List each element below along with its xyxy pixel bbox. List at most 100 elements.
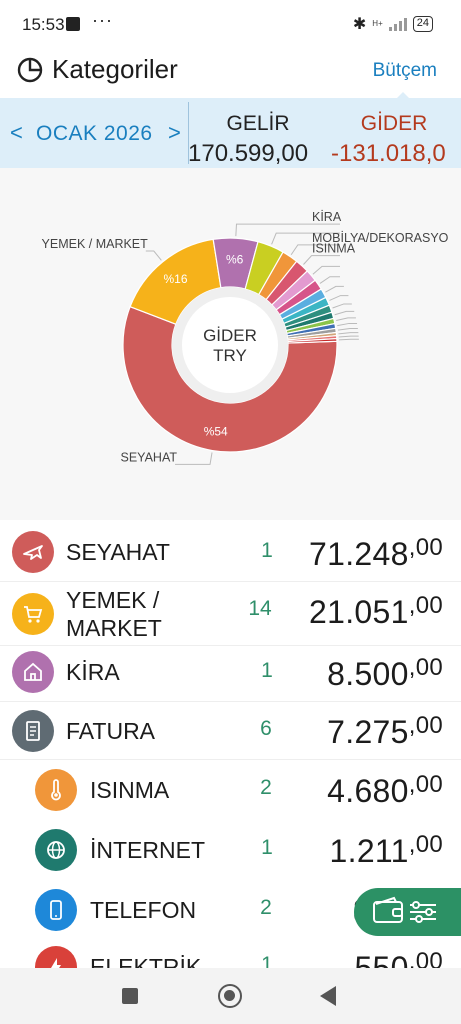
slice-name-label: ISINMA: [312, 242, 356, 256]
category-amount: 4.680,00: [327, 771, 443, 809]
slice-callout-line: [271, 232, 340, 245]
pie-chart-icon: [17, 57, 43, 83]
slice-callout-line: [336, 317, 356, 322]
expense-value: -131.018,0: [331, 140, 446, 167]
category-name: İNTERNET: [90, 837, 205, 863]
shopping-cart-icon: [12, 593, 54, 635]
tab-indicator: [395, 92, 411, 100]
category-name: ELEKTRİK: [90, 954, 202, 968]
wallet-filter-icon: [373, 896, 436, 923]
status-time: 15:53: [22, 15, 65, 34]
income-value: 170.599,00: [188, 140, 309, 167]
system-nav-bar: [0, 968, 461, 1024]
wallet-filter-button[interactable]: [354, 888, 461, 936]
list-item-internet[interactable]: İNTERNET 1 1.211,00: [0, 820, 461, 880]
bill-icon: [12, 710, 54, 752]
transaction-count: 6: [260, 717, 272, 740]
slice-callout-line: [145, 250, 162, 261]
list-item-kira[interactable]: KİRA 1 8.500,00: [0, 646, 461, 702]
divider: [188, 102, 189, 164]
month-summary-bar: < OCAK 2026 > GELİR 170.599,00 GİDER -13…: [0, 98, 461, 168]
battery-icon: 24: [412, 16, 433, 32]
category-amount: 21.051,00: [309, 592, 443, 630]
slice-callout-line: [338, 332, 359, 335]
bluetooth-icon: ✱: [352, 16, 367, 33]
donut-hole: [182, 297, 278, 393]
chart-center-label: GİDER: [203, 326, 257, 345]
category-name: TELEFON: [90, 897, 197, 923]
chevron-right-icon[interactable]: >: [168, 120, 181, 145]
category-name: SEYAHAT: [66, 539, 170, 565]
list-item-telefon[interactable]: TELEFON 2 8: [0, 880, 461, 940]
status-bar: 15:53 ··· ✱ H+ 24: [0, 0, 461, 48]
month-selector[interactable]: OCAK 2026: [36, 122, 153, 145]
category-amount: 550,00: [354, 948, 443, 968]
slice-callout-line: [312, 265, 340, 275]
page-title: Kategoriler: [52, 54, 178, 84]
slice-callout-line: [334, 310, 355, 316]
list-item-fatura[interactable]: FATURA 6 7.275,00: [0, 702, 461, 760]
slice-callout-line: [338, 338, 359, 341]
transaction-count: 2: [260, 896, 272, 919]
slice-callout-line: [338, 335, 359, 338]
transaction-count: 2: [260, 776, 272, 799]
back-triangle-icon[interactable]: [320, 986, 336, 1006]
slice-name-label: KİRA: [312, 210, 342, 224]
category-amount: 71.248,00: [309, 534, 443, 572]
category-name-line1: YEMEK /: [66, 587, 160, 613]
airplane-icon: [12, 531, 54, 573]
slice-percent-label: %54: [204, 424, 228, 438]
slice-callout-line: [325, 285, 344, 293]
slice-callout-line: [329, 295, 349, 301]
expense-chart-area: GİDER TRY %54 SEYAHAT %16 YEMEK / MARKET %6 K…: [0, 168, 461, 520]
category-amount: 1.211,00: [329, 831, 443, 869]
category-name-line2: MARKET: [66, 615, 162, 641]
slice-callout-line: [235, 223, 340, 237]
home-circle-icon[interactable]: [218, 984, 242, 1008]
slice-name-label: YEMEK / MARKET: [42, 237, 149, 251]
income-label: GELİR: [226, 112, 290, 135]
signal-icon: [388, 17, 407, 31]
category-name: FATURA: [66, 718, 156, 744]
slice-callout-line: [337, 327, 358, 331]
category-amount: 8.500,00: [327, 654, 443, 692]
chart-center-currency: TRY: [213, 346, 247, 365]
app-header: Kategoriler Bütçem: [0, 48, 461, 100]
slice-name-label: MOBİLYA/DEKORASYO: [312, 231, 449, 245]
transaction-count: 1: [261, 659, 273, 682]
transaction-count: 1: [261, 539, 273, 562]
budget-link[interactable]: Bütçem: [372, 60, 437, 81]
transaction-count: 1: [261, 953, 273, 968]
category-name: KİRA: [66, 659, 120, 685]
slice-percent-label: %16: [164, 272, 188, 286]
notification-icon: [66, 17, 80, 31]
slice-name-label: SEYAHAT: [121, 450, 178, 464]
house-icon: [12, 651, 54, 693]
lightning-icon: [35, 946, 77, 968]
recents-square-icon[interactable]: [122, 988, 138, 1004]
slice-callout-line: [337, 322, 358, 327]
more-notifications-icon: ···: [92, 10, 113, 30]
list-item-yemek-market[interactable]: YEMEK / MARKET 14 21.051,00: [0, 582, 461, 646]
slice-callout-line: [175, 452, 213, 465]
donut-chart[interactable]: GİDER TRY %54 SEYAHAT %16 YEMEK / MARKET %6 K…: [0, 168, 461, 520]
globe-icon: [35, 829, 77, 871]
slice-callout-line: [290, 244, 340, 256]
category-name: ISINMA: [90, 777, 170, 803]
phone-icon: [35, 889, 77, 931]
list-item-isinma[interactable]: ISINMA 2 4.680,00: [0, 760, 461, 820]
list-item-elektrik[interactable]: ELEKTRİK 1 550,00: [0, 940, 461, 968]
slice-callout-line: [303, 255, 340, 265]
expense-label: GİDER: [360, 112, 428, 135]
slice-percent-label: %6: [226, 253, 244, 267]
list-item-seyahat[interactable]: SEYAHAT 1 71.248,00: [0, 522, 461, 582]
transaction-count: 14: [248, 597, 272, 620]
status-right: ✱ H+ 24: [353, 14, 433, 34]
transaction-count: 1: [261, 836, 273, 859]
category-amount: 7.275,00: [327, 712, 443, 750]
slice-callout-line: [332, 303, 352, 309]
slice-callout-line: [319, 276, 340, 284]
thermometer-icon: [35, 769, 77, 811]
chevron-left-icon[interactable]: <: [10, 120, 23, 145]
network-type: H+: [372, 19, 383, 28]
